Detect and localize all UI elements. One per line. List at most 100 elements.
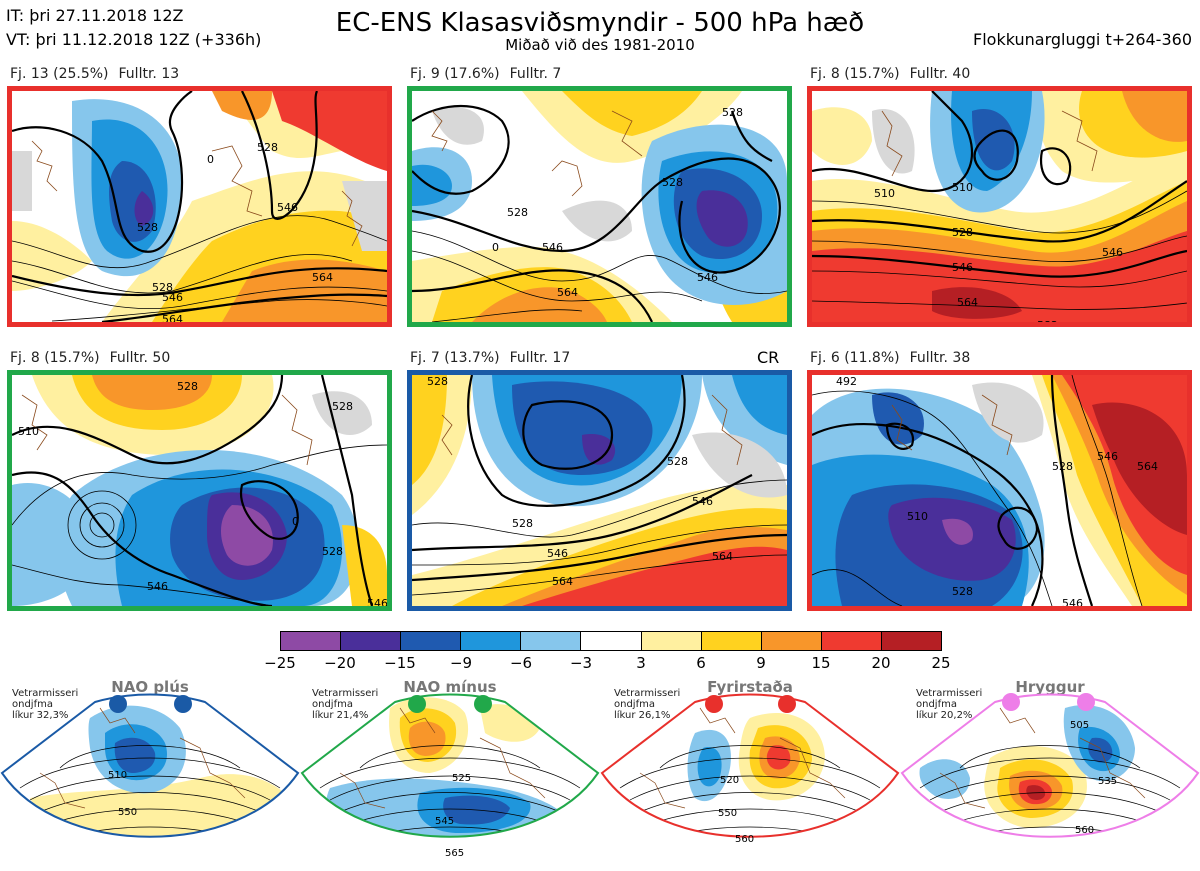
regime-info-line: ondjfma bbox=[916, 699, 957, 710]
contour-label: 528 bbox=[952, 226, 973, 239]
panel-6-rep: Fulltr. 38 bbox=[909, 350, 971, 366]
panel-5-label: Fj. 7 (13.7%) Fulltr. 17 bbox=[410, 350, 580, 366]
contour-label: 0 bbox=[292, 515, 299, 528]
regime-info-line: Vetrarmisseri bbox=[916, 688, 983, 699]
contour-label: 582 bbox=[1037, 319, 1058, 322]
contour-label: 564 bbox=[312, 271, 333, 284]
contour-label: 528 bbox=[332, 400, 353, 413]
contour-label: 546 bbox=[1062, 597, 1083, 606]
panel-1-label: Fj. 13 (25.5%) Fulltr. 13 bbox=[10, 66, 189, 82]
regime-info-line: líkur 21,4% bbox=[312, 710, 369, 721]
regime-info-line: Vetrarmisseri bbox=[614, 688, 681, 699]
cluster-panel-5: 528 528 546 564 564 546 528 bbox=[407, 370, 792, 611]
panel-2-label: Fj. 9 (17.6%) Fulltr. 7 bbox=[410, 66, 571, 82]
colorbar-swatch bbox=[641, 632, 702, 650]
contour-label: 510 bbox=[952, 181, 973, 194]
contour-label: 564 bbox=[712, 550, 733, 563]
control-run-marker: CR bbox=[757, 348, 780, 367]
contour-label: 546 bbox=[692, 495, 713, 508]
contour-label: 560 bbox=[1075, 825, 1094, 836]
colorbar-swatch bbox=[881, 632, 942, 650]
contour-label: 546 bbox=[162, 291, 183, 304]
regime-outline bbox=[0, 693, 300, 838]
contour-label: 560 bbox=[735, 834, 754, 845]
cluster-map-1: 528 546 564 528 546 564 528 0 bbox=[12, 91, 387, 322]
panel-5-count: Fj. 7 (13.7%) bbox=[410, 350, 500, 366]
regime-marker-dot bbox=[705, 695, 723, 713]
cluster-map-2: 528 546 564 528 546 0 528 bbox=[412, 91, 787, 322]
regime-info: Vetrarmisseri ondjfma líkur 20,2% bbox=[916, 688, 982, 721]
regime-map: 510 550 bbox=[0, 693, 300, 838]
valid-time: VT: þri 11.12.2018 12Z (+336h) bbox=[6, 30, 262, 49]
contour-label: 510 bbox=[907, 510, 928, 523]
panel-4-label: Fj. 8 (15.7%) Fulltr. 50 bbox=[10, 350, 180, 366]
regime-blocking: Fyrirstaða Vetrarmisseri ondjfma líkur 2… bbox=[600, 678, 900, 871]
regime-name: Hryggur bbox=[1015, 678, 1085, 696]
colorbar-tick: −6 bbox=[509, 654, 533, 672]
colorbar-swatch bbox=[761, 632, 822, 650]
regime-marker-dot bbox=[1077, 693, 1095, 711]
panel-1-count: Fj. 13 (25.5%) bbox=[10, 66, 109, 82]
regime-info: Vetrarmisseri ondjfma líkur 32,3% bbox=[12, 688, 78, 721]
colorbar-swatch bbox=[461, 632, 522, 650]
regime-outline bbox=[300, 693, 600, 838]
colorbar-tick: −9 bbox=[449, 654, 473, 672]
contour-label: 564 bbox=[1137, 460, 1158, 473]
contour-label: 0 bbox=[207, 153, 214, 166]
contour-label: 535 bbox=[1098, 776, 1117, 787]
regime-outline bbox=[900, 693, 1200, 838]
regime-marker-dot bbox=[1002, 693, 1020, 711]
panel-2-count: Fj. 9 (17.6%) bbox=[410, 66, 500, 82]
contour-label: 545 bbox=[435, 816, 454, 827]
panel-6-label: Fj. 6 (11.8%) Fulltr. 38 bbox=[810, 350, 980, 366]
contour-label: 525 bbox=[452, 773, 471, 784]
cluster-map-3: 510 528 546 564 582 546 510 bbox=[812, 91, 1187, 322]
contour-label: 528 bbox=[952, 585, 973, 598]
regime-nao-minus: NAO mínus Vetrarmisseri ondjfma líkur 21… bbox=[300, 678, 600, 871]
regime-outline bbox=[600, 693, 900, 838]
colorbar-tick: 9 bbox=[756, 654, 766, 672]
contour-label: 528 bbox=[512, 517, 533, 530]
map-title: EC-ENS Klasasviðsmyndir - 500 hPa hæð bbox=[335, 8, 865, 38]
contour-label: 564 bbox=[557, 286, 578, 299]
regime-marker-dot bbox=[778, 695, 796, 713]
contour-label: 505 bbox=[1070, 720, 1089, 731]
colorbar-swatch bbox=[341, 632, 402, 650]
regime-info: Vetrarmisseri ondjfma líkur 26,1% bbox=[614, 688, 680, 721]
contour-label: 528 bbox=[1052, 460, 1073, 473]
panel-4-count: Fj. 8 (15.7%) bbox=[10, 350, 100, 366]
regime-info-line: ondjfma bbox=[12, 699, 53, 710]
colorbar-tick: −20 bbox=[324, 654, 356, 672]
panel-5-rep: Fulltr. 17 bbox=[509, 350, 571, 366]
regime-info-line: líkur 20,2% bbox=[916, 710, 973, 721]
colorbar-tick: 3 bbox=[636, 654, 646, 672]
map-subtitle: Miðað við des 1981-2010 bbox=[505, 36, 695, 54]
contour-label: 564 bbox=[162, 313, 183, 322]
regime-info-line: ondjfma bbox=[312, 699, 353, 710]
regime-marker-dot bbox=[474, 695, 492, 713]
contour-label: 0 bbox=[492, 241, 499, 254]
cluster-panel-4: 528 528 546 546 0 528 510 bbox=[7, 370, 392, 611]
regime-info-line: líkur 32,3% bbox=[12, 710, 69, 721]
regime-info-line: Vetrarmisseri bbox=[12, 688, 79, 699]
regime-info-line: ondjfma bbox=[614, 699, 655, 710]
regime-map: 505 535 560 bbox=[900, 693, 1200, 838]
colorbar-tick: −15 bbox=[384, 654, 416, 672]
contour-label: 546 bbox=[542, 241, 563, 254]
colorbar-tick: 25 bbox=[931, 654, 951, 672]
regime-name: Fyrirstaða bbox=[707, 678, 793, 696]
contour-label: 546 bbox=[147, 580, 168, 593]
panel-4-rep: Fulltr. 50 bbox=[109, 350, 171, 366]
panel-1-rep: Fulltr. 13 bbox=[118, 66, 180, 82]
colorbar-swatch bbox=[521, 632, 582, 650]
panel-3-label: Fj. 8 (15.7%) Fulltr. 40 bbox=[810, 66, 980, 82]
cluster-panel-1: 528 546 564 528 546 564 528 0 bbox=[7, 86, 392, 327]
regime-ridge: Hryggur Vetrarmisseri ondjfma líkur 20,2… bbox=[900, 678, 1200, 871]
regime-marker-dot bbox=[109, 695, 127, 713]
clustering-window: Flokkunargluggi t+264-360 bbox=[973, 30, 1192, 49]
colorbar-tick: −3 bbox=[569, 654, 593, 672]
contour-label: 550 bbox=[718, 808, 737, 819]
regime-name: NAO mínus bbox=[403, 678, 497, 696]
contour-label: 546 bbox=[277, 201, 298, 214]
contour-label: 492 bbox=[836, 375, 857, 388]
